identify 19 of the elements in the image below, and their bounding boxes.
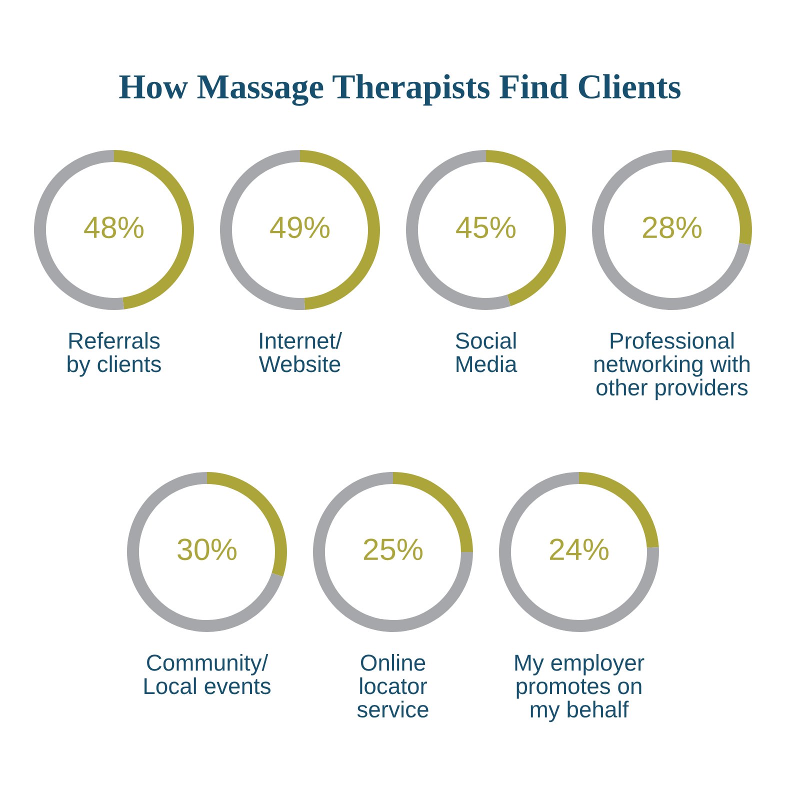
text: How Massage Therapists Find Clients xyxy=(119,74,680,106)
data-label: 49% xyxy=(270,216,330,238)
donut-slice xyxy=(592,150,751,310)
data-label: 45% xyxy=(456,216,516,238)
text: Referrals by clients xyxy=(68,332,161,377)
donut-slice xyxy=(499,472,659,632)
text: Online locator service xyxy=(357,654,428,718)
data-label: 24% xyxy=(550,538,608,560)
data-label: 28% xyxy=(642,216,702,238)
text: Social Media xyxy=(456,332,518,372)
text: Community/ Local events xyxy=(144,654,271,694)
text: My employer promotes on my behalf xyxy=(515,654,644,722)
data-label: 25% xyxy=(364,538,422,560)
data-label: 30% xyxy=(178,538,236,560)
donut-slice xyxy=(127,472,284,632)
donut-slice xyxy=(313,472,473,632)
text: Professional networking with other providers xyxy=(594,332,750,400)
data-label: 48% xyxy=(84,216,144,238)
text: Internet/ Website xyxy=(258,332,342,372)
